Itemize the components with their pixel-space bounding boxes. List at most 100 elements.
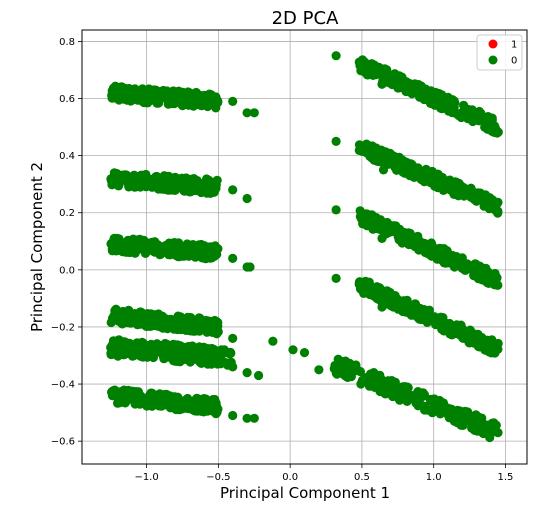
data-point [358,56,368,66]
data-point [418,86,429,96]
data-point [360,376,370,386]
data-point [209,96,219,106]
x-axis-label: Principal Component 1 [220,484,390,502]
data-point [174,250,184,260]
data-point [377,302,387,312]
data-point [467,423,477,433]
data-point [376,383,386,393]
data-point [131,86,141,96]
data-point [163,99,173,109]
data-point [150,395,160,405]
data-point [228,185,238,195]
data-point [121,88,131,98]
data-point [416,393,426,403]
data-point [331,136,341,146]
data-point [198,353,208,363]
data-point [489,342,499,352]
data-point [435,254,445,264]
data-point [401,307,411,317]
data-point [475,423,485,433]
data-point [107,391,118,401]
data-point [398,228,408,238]
data-point [391,221,401,231]
data-point [207,357,217,367]
data-point [409,82,420,92]
data-point [331,273,341,283]
plot-frame [81,29,528,465]
data-point [355,367,365,377]
data-point [107,244,117,254]
data-point [136,319,146,329]
data-point [369,377,379,387]
data-point [179,95,189,105]
data-point [459,100,469,110]
data-point [194,342,204,352]
y-tick-label: 0.8 [59,37,75,48]
data-point [387,376,397,386]
data-point [208,399,218,409]
data-point [179,343,189,353]
y-tick-label: 0.2 [59,208,75,219]
data-point [480,122,490,132]
data-point [163,319,173,329]
data-point [439,326,449,336]
data-point [196,179,206,189]
data-point [166,87,176,97]
data-point [268,336,278,346]
data-point [147,243,157,253]
data-point [136,351,146,361]
data-point [365,151,375,161]
data-point [413,401,423,411]
data-point [438,316,448,326]
data-point [377,233,387,243]
legend-label: 0 [511,56,517,67]
data-point [447,250,457,260]
data-point [474,116,484,126]
data-point [395,156,405,166]
legend-box [476,34,523,71]
data-point [106,343,116,353]
data-point [489,418,499,428]
data-point [115,348,125,358]
data-point [419,94,429,105]
data-point [429,401,439,412]
y-tick-label: 0.6 [59,94,75,105]
legend-marker [488,39,498,49]
data-point [111,304,121,314]
data-point [195,247,206,257]
data-point [172,180,182,190]
data-point [454,178,464,188]
data-point [201,315,211,326]
data-point [130,173,140,183]
data-point [157,90,167,100]
data-point [437,245,447,255]
y-tick-label: −0.2 [51,322,75,333]
data-point [117,337,127,347]
data-point [371,222,381,232]
data-point [187,89,197,99]
data-point [228,333,238,343]
data-point [156,245,166,255]
data-point [203,101,213,112]
data-point [185,357,195,367]
data-points [106,51,503,443]
data-point [242,413,252,423]
data-point [383,220,393,230]
data-point [242,193,252,204]
data-point [410,309,420,319]
data-point [194,322,204,332]
data-point [187,341,197,351]
data-point [392,299,402,309]
data-point [389,71,399,81]
data-point [340,356,351,366]
data-point [220,358,231,368]
data-point [120,307,130,317]
data-point [482,277,492,288]
data-point [119,390,129,400]
data-point [403,382,413,392]
data-point [254,370,264,381]
data-point [474,106,484,117]
data-point [206,184,216,195]
data-point [365,283,375,293]
data-point [469,194,479,204]
